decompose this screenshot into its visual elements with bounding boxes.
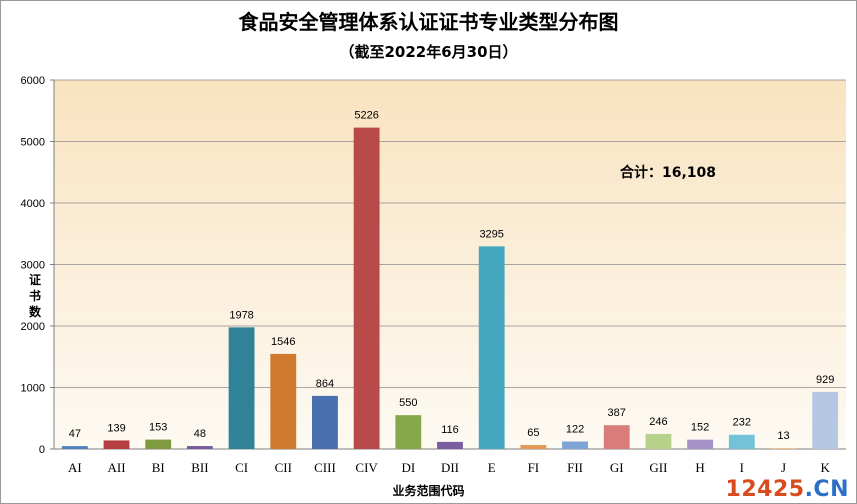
- y-tick-label: 6000: [21, 75, 45, 87]
- y-axis-label: 证书数: [28, 273, 41, 319]
- y-tick-label: 3000: [21, 260, 45, 272]
- bar: [61, 446, 88, 449]
- data-label: 1978: [229, 309, 253, 321]
- x-tick-label: CIII: [314, 460, 336, 475]
- bar: [520, 445, 547, 449]
- data-label: 3295: [479, 228, 503, 240]
- x-tick-label: GI: [610, 460, 624, 475]
- data-label: 65: [527, 427, 539, 439]
- watermark-logo: 12425.CN: [725, 477, 849, 502]
- y-tick-label: 0: [39, 444, 45, 456]
- x-tick-label: CI: [235, 460, 248, 475]
- data-label: 152: [691, 422, 709, 434]
- data-label: 246: [649, 416, 667, 428]
- x-tick-label: FI: [528, 460, 540, 475]
- data-label: 47: [69, 428, 81, 440]
- labels: 0 1000 2000 3000 4000 5000 6000 47 AI 139 AII 153 BI…: [21, 75, 835, 475]
- data-label: 1546: [271, 336, 295, 348]
- data-label: 122: [566, 423, 584, 435]
- x-tick-label: E: [488, 460, 496, 475]
- data-label: 929: [816, 374, 834, 386]
- x-tick-label: DI: [401, 460, 415, 475]
- x-tick-label: DII: [441, 460, 459, 475]
- data-label: 48: [194, 428, 206, 440]
- data-label: 550: [399, 397, 417, 409]
- chart-subtitle: （截至2022年6月30日）: [339, 43, 518, 61]
- bar: [478, 246, 505, 449]
- x-tick-label: I: [740, 460, 744, 475]
- bar: [687, 439, 714, 449]
- y-tick-label: 5000: [21, 137, 45, 149]
- bar: [603, 425, 630, 449]
- x-axis-label: 业务范围代码: [392, 484, 465, 498]
- bars: [61, 127, 839, 449]
- bar: [353, 127, 380, 449]
- x-tick-label: CIV: [355, 460, 378, 475]
- bar: [770, 448, 797, 449]
- bar: [103, 440, 130, 449]
- data-label: 232: [733, 417, 751, 429]
- grid-lines: [54, 79, 846, 388]
- bar: [395, 415, 422, 449]
- y-tick-label: 1000: [21, 383, 45, 395]
- bar: [312, 395, 338, 449]
- x-tick-label: H: [695, 460, 704, 475]
- y-tick-label: 4000: [21, 198, 45, 210]
- data-label: 153: [149, 422, 167, 434]
- x-tick-label: BII: [191, 460, 208, 475]
- bar: [228, 327, 255, 449]
- x-tick-label: AI: [68, 460, 82, 475]
- chart-title: 食品安全管理体系认证证书专业类型分布图: [238, 10, 619, 34]
- x-tick-label: K: [820, 460, 830, 475]
- bar: [437, 441, 463, 449]
- x-tick-label: FII: [567, 460, 583, 475]
- bar: [270, 353, 297, 449]
- x-tick-label: J: [781, 460, 786, 475]
- x-tick-label: BI: [152, 460, 165, 475]
- bar: [812, 391, 839, 449]
- bar: [728, 434, 755, 449]
- bar: [186, 446, 213, 449]
- x-tick-label: CII: [275, 460, 292, 475]
- bar: [645, 433, 672, 449]
- data-label: 139: [107, 422, 125, 434]
- data-label: 5226: [354, 110, 378, 122]
- data-label: 387: [608, 407, 626, 419]
- y-tick-label: 2000: [21, 321, 45, 333]
- data-label: 864: [316, 378, 334, 390]
- data-label: 116: [441, 424, 459, 436]
- bar: [562, 441, 588, 449]
- data-label: 13: [777, 430, 789, 442]
- x-tick-label: AII: [108, 460, 126, 475]
- x-tick-label: GII: [649, 460, 667, 475]
- total-annotation: 合计：16,108: [620, 165, 717, 181]
- bar: [145, 439, 172, 449]
